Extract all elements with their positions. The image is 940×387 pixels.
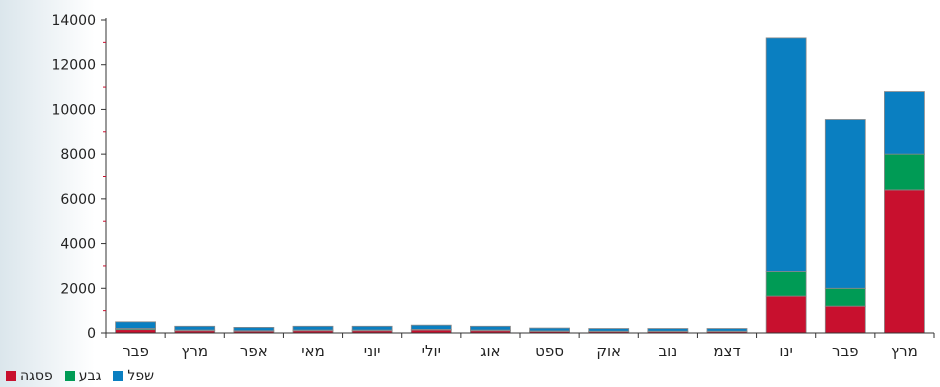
bar-segment [647,328,689,332]
x-tick-label: מאי [301,342,325,360]
bar-segment [470,325,511,331]
x-tick-label: ספט [535,342,564,360]
bar-segment [884,189,925,334]
legend-swatch [113,371,124,381]
legend-swatch [64,371,75,381]
bars [115,37,925,334]
legend-label: פסגה [20,368,53,384]
y-tick-label: 10000 [51,102,96,118]
x-tick-label: יוני [364,342,381,360]
bar-segment [824,287,866,307]
bar-segment [529,327,570,332]
x-tick-label: אוג [480,342,500,360]
bar-segment [292,325,334,331]
x-tick-label: ינו [779,342,792,360]
y-axis: 0 2000 4000 6000 8000 10000 12000 14000 [51,13,107,342]
y-tick-label: 8000 [60,147,96,163]
bar-segment [706,328,748,332]
bar-segment [351,325,393,331]
x-tick-label: מרץ [181,342,208,360]
legend-item: פסגה [6,368,53,384]
y-tick-label: 4000 [60,237,96,253]
bar-segment [884,153,925,191]
bar-segment [765,295,807,334]
x-tick-label: פבר [122,342,149,360]
y-tick-label: 14000 [51,13,96,29]
bar-segment [115,321,156,329]
x-tick-label: אוק [596,342,621,360]
legend-item: שפל [113,368,154,384]
bar-segment [115,329,156,334]
x-tick-label: אפר [240,342,268,360]
y-tick-label: 6000 [60,192,96,208]
x-tick-label: פבר [832,342,859,360]
legend-label: גבע [78,368,102,384]
legend-item: גבע [64,368,102,384]
bar-segment [884,91,925,155]
x-axis: פבר מרץ אפר מאי יוני יולי אוג ספט אוק נוב דצמ ינו פב… [105,332,935,360]
x-tick-label: דצמ [713,342,740,360]
y-tick-label: 2000 [60,281,96,297]
bar-segment [588,328,630,332]
x-tick-label: נוב [658,342,677,360]
y-tick-label: 12000 [51,58,96,74]
bar-segment [174,325,216,331]
y-tick-label: 0 [87,326,96,342]
legend-label: שפל [127,368,155,384]
bar-segment [824,119,866,289]
bar-segment [824,305,866,334]
x-tick-label: מרץ [891,342,918,360]
legend-swatch [6,371,16,381]
bar-segment [410,324,452,330]
bar-segment [765,37,807,272]
legend: פסגה גבע שפל [6,366,154,386]
x-tick-label: יולי [422,342,441,360]
bar-segment [233,327,275,332]
bar-segment [765,271,807,297]
